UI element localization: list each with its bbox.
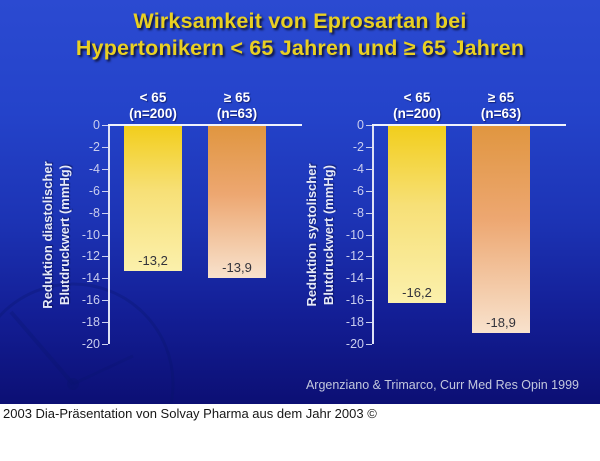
y-tick-label: -16 xyxy=(345,293,364,308)
citation: Argenziano & Trimarco, Curr Med Res Opin… xyxy=(305,378,579,392)
y-tick-mark xyxy=(366,212,372,214)
y-tick-label: 0 xyxy=(93,118,100,132)
y-tick-mark xyxy=(366,168,372,170)
y-tick-mark xyxy=(102,322,108,324)
y-axis-line xyxy=(108,125,110,344)
column-header-line: (n=63) xyxy=(480,106,522,122)
y-tick-label: -18 xyxy=(81,315,100,330)
footer-bar: 2003 Dia-Präsentation von Solvay Pharma … xyxy=(0,404,600,461)
y-axis-line xyxy=(372,125,374,344)
y-tick-label: -20 xyxy=(81,337,100,351)
bar xyxy=(208,126,266,279)
y-tick-label: -8 xyxy=(352,205,364,220)
y-tick-mark xyxy=(102,300,108,302)
y-tick-label: -4 xyxy=(88,161,100,176)
y-tick-mark xyxy=(102,256,108,258)
y-tick-mark xyxy=(366,322,372,324)
bar xyxy=(124,126,182,271)
slide-title-line1: Wirksamkeit von Eprosartan bei xyxy=(133,9,467,33)
y-tick-mark xyxy=(366,125,372,126)
footer-text: 2003 Dia-Präsentation von Solvay Pharma … xyxy=(3,406,377,421)
y-tick-label: -14 xyxy=(345,271,364,286)
column-header-line: (n=200) xyxy=(393,106,441,122)
y-tick-label: -6 xyxy=(88,183,100,198)
chart-diastolic: Reduktion diastolischer Blutdruckwert (mm… xyxy=(20,88,312,378)
y-tick-mark xyxy=(366,278,372,280)
y-tick-label: -6 xyxy=(352,183,364,198)
y-tick-label: -10 xyxy=(81,227,100,242)
y-tick-mark xyxy=(366,190,372,192)
y-tick-mark xyxy=(366,344,372,345)
y-tick-label: -18 xyxy=(345,315,364,330)
y-tick-label: 0 xyxy=(357,118,364,132)
bar-value-label: -13,9 xyxy=(222,260,252,276)
y-tick-mark xyxy=(366,234,372,236)
y-tick-mark xyxy=(102,234,108,236)
y-tick-mark xyxy=(102,146,108,148)
y-tick-label: -4 xyxy=(352,161,364,176)
column-header: ≥ 65 (n=63) xyxy=(455,90,547,122)
zero-baseline xyxy=(372,124,566,126)
y-tick-mark xyxy=(102,278,108,280)
y-tick-mark xyxy=(102,190,108,192)
bar xyxy=(472,126,530,333)
bar xyxy=(388,126,446,304)
y-tick-label: -8 xyxy=(88,205,100,220)
zero-baseline xyxy=(108,124,302,126)
chart-systolic: Reduktion systolischer Blutdruckwert (mmH… xyxy=(284,88,576,378)
y-tick-label: -20 xyxy=(345,337,364,351)
y-tick-label: -14 xyxy=(81,271,100,286)
y-tick-mark xyxy=(102,212,108,214)
column-header: ≥ 65 (n=63) xyxy=(191,90,283,122)
y-axis-title-line: Reduktion systolischer xyxy=(304,163,320,307)
y-tick-mark xyxy=(366,300,372,302)
y-tick-mark xyxy=(366,256,372,258)
bar-value-label: -13,2 xyxy=(138,252,168,268)
y-tick-label: -10 xyxy=(345,227,364,242)
bar-value-label: -16,2 xyxy=(402,285,432,301)
slide: Wirksamkeit von Eprosartan bei Hypertoni… xyxy=(0,0,600,404)
slide-title-line2: Hypertonikern < 65 Jahren und ≥ 65 Jahre… xyxy=(75,35,525,60)
bar-value-label: -18,9 xyxy=(486,314,516,330)
column-header-line: ≥ 65 xyxy=(223,90,251,105)
slide-title: Wirksamkeit von Eprosartan bei Hypertoni… xyxy=(0,8,600,62)
y-tick-label: -2 xyxy=(352,139,364,154)
y-tick-label: -12 xyxy=(81,249,100,264)
column-header-line: ≥ 65 xyxy=(487,90,515,105)
y-tick-label: -2 xyxy=(88,139,100,154)
column-header-line: < 65 xyxy=(139,90,167,105)
column-header-line: (n=200) xyxy=(129,106,177,122)
y-tick-mark xyxy=(102,125,108,126)
y-tick-mark xyxy=(102,344,108,345)
y-axis-title-line: Reduktion diastolischer xyxy=(40,161,56,309)
y-tick-label: -12 xyxy=(345,249,364,264)
column-header: < 65 (n=200) xyxy=(371,90,463,122)
y-tick-mark xyxy=(102,168,108,170)
y-tick-label: -16 xyxy=(81,293,100,308)
column-header: < 65 (n=200) xyxy=(107,90,199,122)
column-header-line: (n=63) xyxy=(216,106,258,122)
column-header-line: < 65 xyxy=(403,90,431,105)
y-tick-mark xyxy=(366,146,372,148)
